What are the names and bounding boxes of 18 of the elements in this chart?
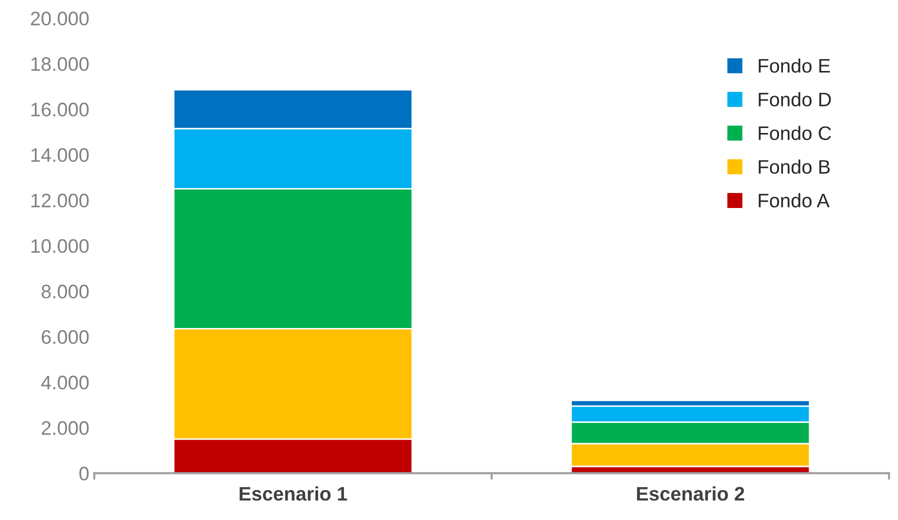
- y-tick-label: 0: [79, 466, 89, 480]
- x-tick-label: Escenario 1: [240, 486, 348, 501]
- y-tick-label: 18.000: [31, 57, 89, 71]
- y-tick-label: 4.000: [41, 376, 89, 390]
- y-tick-label: 12.000: [31, 194, 89, 208]
- legend-label: Fondo D: [758, 92, 831, 106]
- y-tick-label: 16.000: [31, 102, 89, 116]
- legend-label: Fondo B: [758, 159, 830, 174]
- legend-label: Fondo A: [758, 193, 830, 208]
- legend-label: Fondo E: [758, 58, 830, 73]
- y-tick-label: 6.000: [42, 330, 89, 344]
- y-tick-label: 14.000: [31, 148, 89, 162]
- y-tick-label: 8.000: [42, 284, 89, 298]
- y-tick-label: 20.000: [30, 12, 89, 26]
- x-tick-label: Escenario 2: [637, 486, 744, 501]
- y-tick-label: 10.000: [31, 239, 89, 253]
- legend-label: Fondo C: [758, 126, 832, 140]
- y-tick-label: 2.000: [42, 421, 89, 435]
